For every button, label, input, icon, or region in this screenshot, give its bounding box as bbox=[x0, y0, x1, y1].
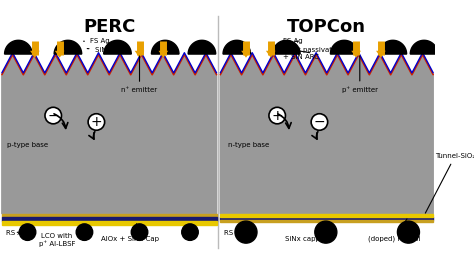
Bar bbox=[2, 214, 217, 217]
Circle shape bbox=[45, 107, 62, 124]
Text: LCO with
p⁺ Al-LBSF: LCO with p⁺ Al-LBSF bbox=[39, 230, 82, 247]
Text: SiNx ARC: SiNx ARC bbox=[87, 47, 127, 53]
Polygon shape bbox=[273, 40, 300, 54]
Text: SiNx capping: SiNx capping bbox=[284, 222, 330, 242]
Text: +: + bbox=[272, 109, 283, 123]
Bar bbox=[2, 221, 217, 225]
Text: p-type base: p-type base bbox=[7, 142, 48, 148]
Text: −: − bbox=[314, 115, 325, 129]
Polygon shape bbox=[220, 56, 433, 214]
Circle shape bbox=[131, 224, 148, 240]
Text: +: + bbox=[91, 115, 102, 129]
Text: n⁺ emitter: n⁺ emitter bbox=[121, 56, 157, 93]
Bar bbox=[220, 214, 433, 217]
Polygon shape bbox=[410, 40, 438, 54]
Circle shape bbox=[182, 224, 198, 240]
Circle shape bbox=[269, 107, 285, 124]
Polygon shape bbox=[330, 40, 358, 54]
Polygon shape bbox=[152, 40, 179, 54]
Polygon shape bbox=[188, 40, 216, 54]
Text: n-type base: n-type base bbox=[228, 142, 269, 148]
Text: Front passivation
+ SIN ARC: Front passivation + SIN ARC bbox=[283, 47, 342, 60]
Polygon shape bbox=[54, 40, 82, 54]
Circle shape bbox=[397, 221, 419, 243]
Polygon shape bbox=[104, 40, 131, 54]
Text: p⁺ emitter: p⁺ emitter bbox=[342, 56, 378, 93]
Text: FS Ag: FS Ag bbox=[83, 38, 109, 44]
Text: PERC: PERC bbox=[83, 18, 136, 36]
Circle shape bbox=[76, 224, 93, 240]
Polygon shape bbox=[5, 40, 32, 54]
Text: (doped) Poly-Si: (doped) Poly-Si bbox=[368, 219, 421, 242]
Circle shape bbox=[311, 114, 328, 130]
Polygon shape bbox=[2, 56, 217, 214]
Text: Tunnel-SiO₂: Tunnel-SiO₂ bbox=[425, 153, 474, 213]
Bar bbox=[2, 217, 217, 221]
Text: RS Al: RS Al bbox=[6, 230, 24, 236]
Text: AlOx + SiNx Cap: AlOx + SiNx Cap bbox=[101, 224, 159, 242]
Circle shape bbox=[19, 224, 36, 240]
Bar bbox=[220, 220, 433, 222]
Bar bbox=[220, 217, 433, 220]
Text: −: − bbox=[47, 109, 59, 123]
Text: TOPCon: TOPCon bbox=[287, 18, 366, 36]
Polygon shape bbox=[223, 40, 251, 54]
Text: FS Ag: FS Ag bbox=[283, 38, 302, 44]
Circle shape bbox=[235, 221, 257, 243]
Polygon shape bbox=[379, 40, 407, 54]
Text: RS Metal: RS Metal bbox=[224, 230, 255, 236]
Circle shape bbox=[315, 221, 337, 243]
Circle shape bbox=[88, 114, 105, 130]
